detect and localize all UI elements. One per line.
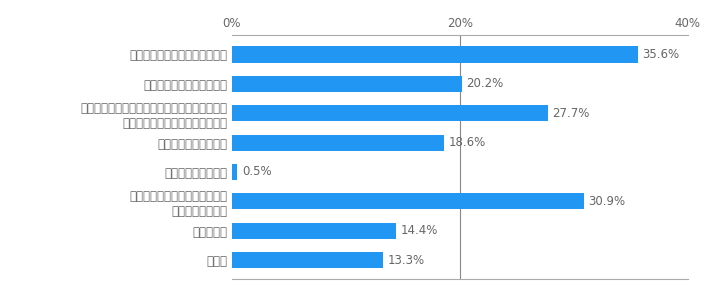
Text: 13.3%: 13.3% <box>388 254 425 267</box>
Bar <box>232 46 638 63</box>
Bar <box>232 193 584 209</box>
Bar <box>232 135 444 151</box>
Text: 30.9%: 30.9% <box>589 195 626 208</box>
Text: 20.2%: 20.2% <box>466 77 504 90</box>
Bar <box>232 164 237 180</box>
Bar <box>232 76 462 92</box>
Bar <box>232 105 547 121</box>
Text: 27.7%: 27.7% <box>552 107 589 120</box>
Text: 0.5%: 0.5% <box>242 166 272 178</box>
Text: 18.6%: 18.6% <box>448 136 486 149</box>
Text: 14.4%: 14.4% <box>400 224 438 237</box>
Text: 35.6%: 35.6% <box>642 48 679 61</box>
Bar <box>232 252 383 268</box>
Bar <box>232 223 396 239</box>
